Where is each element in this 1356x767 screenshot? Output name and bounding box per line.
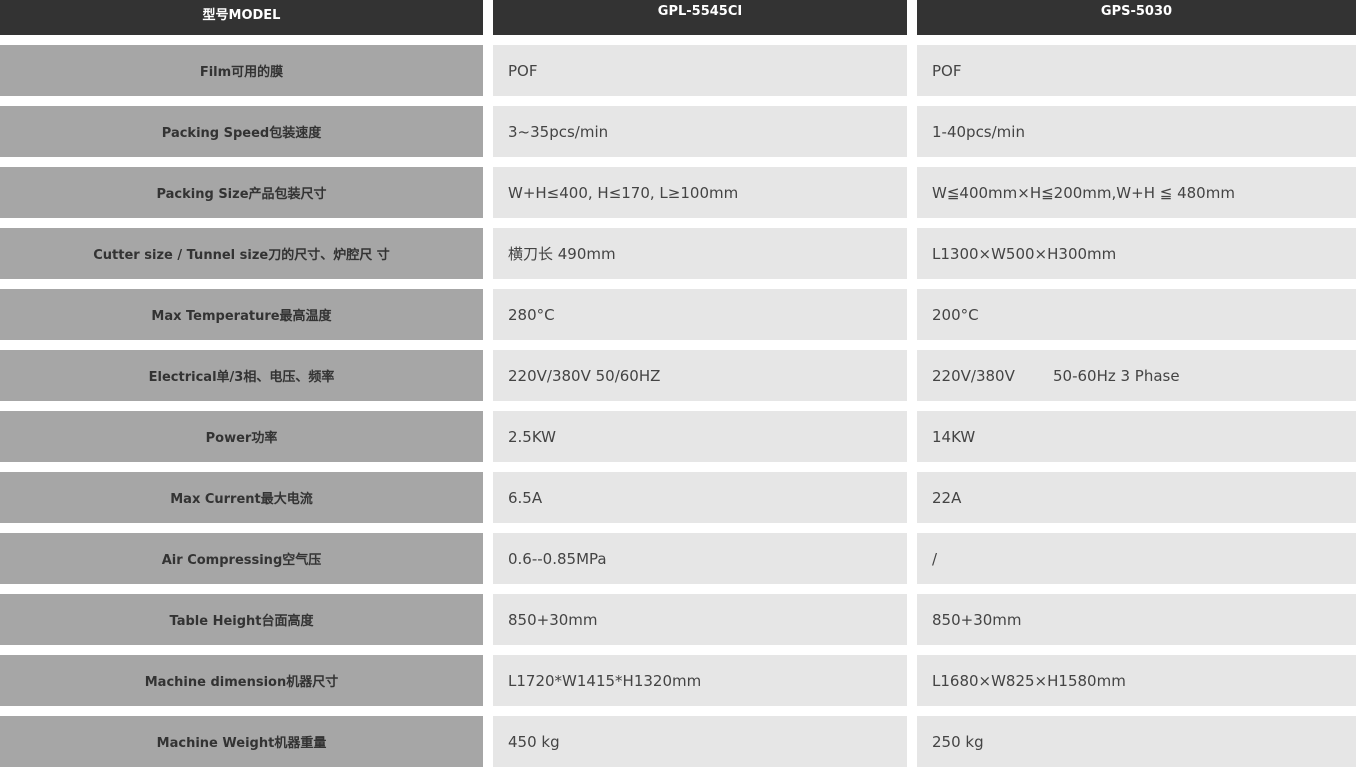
- spec-value-model-2: POF: [917, 45, 1356, 96]
- spec-value-model-2: 14KW: [917, 411, 1356, 462]
- spec-label: Air Compressing空气压: [0, 533, 483, 584]
- spec-label: Machine Weight机器重量: [0, 716, 483, 767]
- spec-value-model-2: W≦400mm×H≦200mm,W+H ≦ 480mm: [917, 167, 1356, 218]
- table-row: Film可用的膜 POF POF: [0, 45, 1356, 96]
- spec-value-model-2: 200°C: [917, 289, 1356, 340]
- spec-label: Max Current最大电流: [0, 472, 483, 523]
- spec-value-model-2: 220V/380V 50-60Hz 3 Phase: [917, 350, 1356, 401]
- spec-label: Cutter size / Tunnel size刀的尺寸、炉腔尺 寸: [0, 228, 483, 279]
- spec-value-model-1: 横刀长 490mm: [493, 228, 907, 279]
- spec-value-model-2: L1300×W500×H300mm: [917, 228, 1356, 279]
- table-row: Max Current最大电流 6.5A 22A: [0, 472, 1356, 523]
- spec-value-model-1: 280°C: [493, 289, 907, 340]
- spec-label: Packing Speed包装速度: [0, 106, 483, 157]
- table-row: Packing Speed包装速度 3~35pcs/min 1-40pcs/min: [0, 106, 1356, 157]
- table-row: Packing Size产品包装尺寸 W+H≤400, H≤170, L≥100m…: [0, 167, 1356, 218]
- spec-value-model-1: 450 kg: [493, 716, 907, 767]
- spec-value-model-2: 1-40pcs/min: [917, 106, 1356, 157]
- spec-label: Electrical单/3相、电压、频率: [0, 350, 483, 401]
- table-row: Max Temperature最高温度 280°C 200°C: [0, 289, 1356, 340]
- spec-value-model-1: 850+30mm: [493, 594, 907, 645]
- spec-label: Film可用的膜: [0, 45, 483, 96]
- spec-label: Packing Size产品包装尺寸: [0, 167, 483, 218]
- spec-value-model-2: 22A: [917, 472, 1356, 523]
- spec-label: Machine dimension机器尺寸: [0, 655, 483, 706]
- spec-value-model-2: L1680×W825×H1580mm: [917, 655, 1356, 706]
- header-model-2: GPS-5030: [917, 0, 1356, 35]
- table-row: Power功率 2.5KW 14KW: [0, 411, 1356, 462]
- header-model-label: 型号MODEL: [0, 0, 483, 35]
- spec-label: Table Height台面高度: [0, 594, 483, 645]
- spec-value-model-1: POF: [493, 45, 907, 96]
- table-row: Electrical单/3相、电压、频率 220V/380V 50/60HZ 220…: [0, 350, 1356, 401]
- spec-value-model-1: L1720*W1415*H1320mm: [493, 655, 907, 706]
- spec-value-model-1: 220V/380V 50/60HZ: [493, 350, 907, 401]
- table-header: 型号MODEL GPL-5545CI GPS-5030: [0, 0, 1356, 35]
- spec-label: Power功率: [0, 411, 483, 462]
- header-model-1: GPL-5545CI: [493, 0, 907, 35]
- table-row: Air Compressing空气压 0.6--0.85MPa /: [0, 533, 1356, 584]
- spec-value-model-1: W+H≤400, H≤170, L≥100mm: [493, 167, 907, 218]
- spec-value-model-2: 250 kg: [917, 716, 1356, 767]
- table-row: Cutter size / Tunnel size刀的尺寸、炉腔尺 寸横刀长 4…: [0, 228, 1356, 279]
- spec-value-model-1: 0.6--0.85MPa: [493, 533, 907, 584]
- spec-label: Max Temperature最高温度: [0, 289, 483, 340]
- spec-value-model-2: /: [917, 533, 1356, 584]
- table-row: Machine Weight机器重量 450 kg 250 kg: [0, 716, 1356, 767]
- spec-value-model-1: 3~35pcs/min: [493, 106, 907, 157]
- table-row: Table Height台面高度 850+30mm 850+30mm: [0, 594, 1356, 645]
- spec-value-model-1: 6.5A: [493, 472, 907, 523]
- spec-value-model-2: 850+30mm: [917, 594, 1356, 645]
- table-row: Machine dimension机器尺寸 L1720*W1415*H1320mm…: [0, 655, 1356, 706]
- spec-value-model-1: 2.5KW: [493, 411, 907, 462]
